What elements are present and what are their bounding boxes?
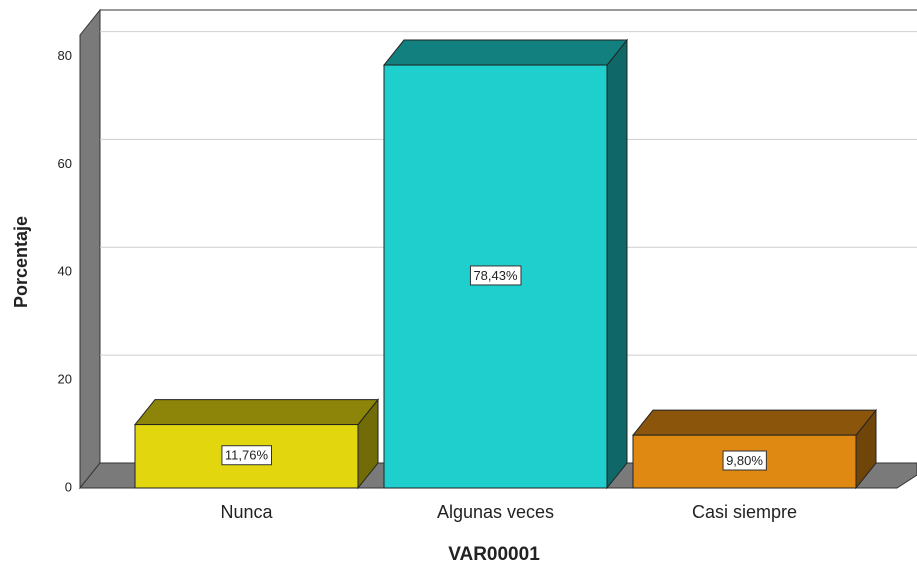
bar bbox=[632, 434, 857, 489]
value-label: 9,80% bbox=[726, 453, 763, 468]
value-label-background bbox=[469, 265, 522, 286]
value-label-box: 11,76% bbox=[221, 445, 272, 466]
value-label: 78,43% bbox=[473, 268, 518, 283]
y-tick-label: 60 bbox=[58, 156, 72, 171]
y-axis-label: Porcentaje bbox=[11, 216, 31, 308]
bar-top bbox=[382, 39, 629, 66]
x-axis-label: VAR00001 bbox=[448, 544, 540, 565]
bar-top bbox=[133, 399, 380, 426]
value-label-box: 9,80% bbox=[722, 450, 767, 471]
value-label: 11,76% bbox=[225, 448, 269, 463]
y-tick-label: 20 bbox=[58, 372, 72, 387]
left-wall bbox=[79, 8, 101, 490]
bar-side bbox=[606, 38, 628, 490]
value-label-box: 78,43% bbox=[469, 265, 522, 286]
value-label-background bbox=[221, 445, 272, 466]
y-tick-label: 40 bbox=[58, 264, 72, 279]
x-tick-label: Casi siempre bbox=[692, 502, 797, 522]
y-tick-label: 80 bbox=[58, 48, 72, 63]
x-tick-label: Algunas veces bbox=[437, 502, 554, 522]
x-tick-label: Nunca bbox=[220, 502, 273, 522]
bar-top bbox=[631, 409, 878, 436]
y-tick-label: 0 bbox=[65, 479, 72, 494]
value-label-background bbox=[722, 450, 767, 471]
